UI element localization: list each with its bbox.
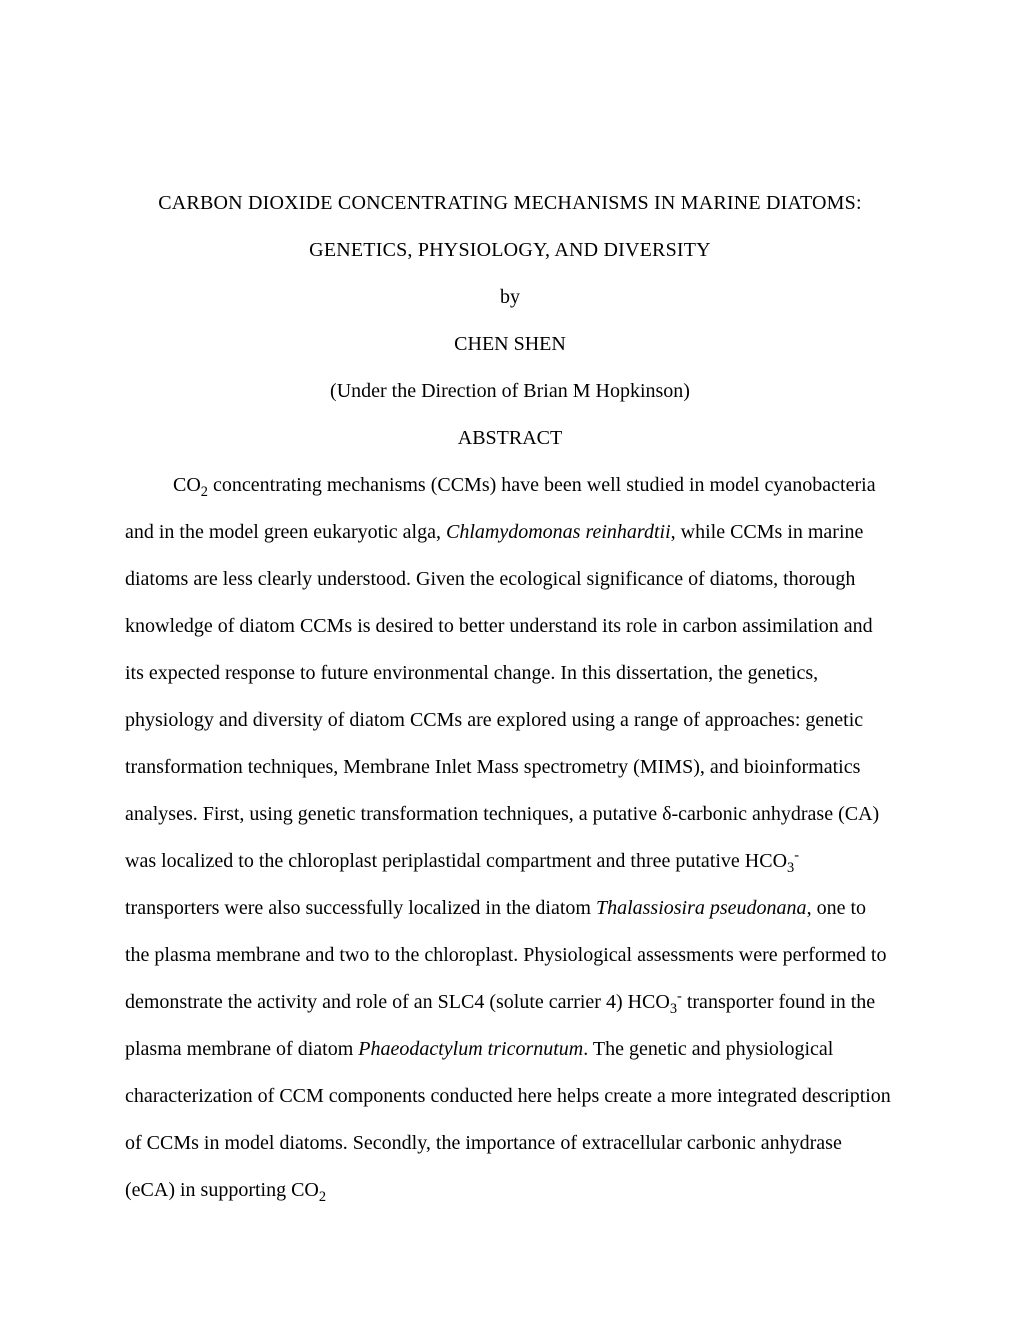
title-line-1: CARBON DIOXIDE CONCENTRATING MECHANISMS …	[125, 180, 895, 227]
byline-author: CHEN SHEN	[125, 321, 895, 368]
abstract-paragraph: CO2 concentrating mechanisms (CCMs) have…	[125, 462, 895, 1214]
abstract-heading: ABSTRACT	[125, 415, 895, 462]
document-page: CARBON DIOXIDE CONCENTRATING MECHANISMS …	[0, 0, 1020, 1320]
byline-by: by	[125, 274, 895, 321]
abstract-body: CO2 concentrating mechanisms (CCMs) have…	[125, 462, 895, 1214]
title-line-2: GENETICS, PHYSIOLOGY, AND DIVERSITY	[125, 227, 895, 274]
byline-direction: (Under the Direction of Brian M Hopkinso…	[125, 368, 895, 415]
